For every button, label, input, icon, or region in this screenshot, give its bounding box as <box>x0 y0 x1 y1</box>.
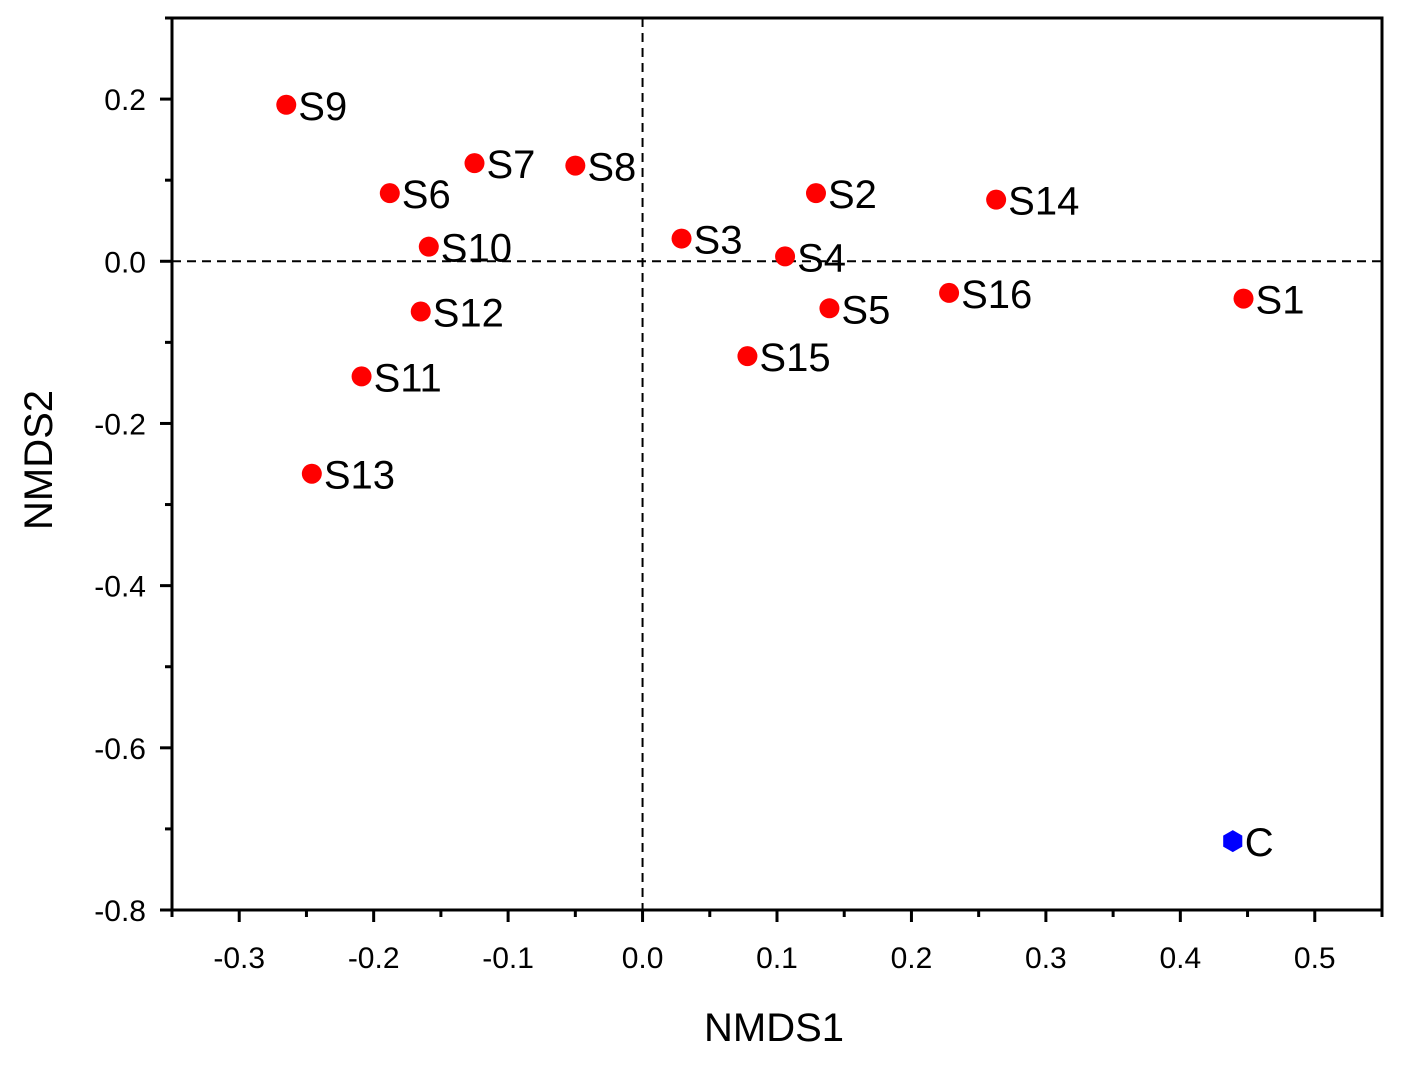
point-marker-S15 <box>737 346 758 367</box>
point-label-S6: S6 <box>402 173 451 217</box>
point-label-S5: S5 <box>841 288 890 332</box>
point-marker-S9 <box>276 94 297 115</box>
point-marker-S13 <box>301 463 322 484</box>
x-axis-title: NMDS1 <box>704 1006 844 1050</box>
point-label-S14: S14 <box>1008 180 1079 224</box>
point-marker-S11 <box>351 366 372 387</box>
point-label-S3: S3 <box>694 219 743 263</box>
x-tick-label: -0.2 <box>348 942 400 975</box>
point-label-S12: S12 <box>433 292 504 336</box>
point-label-S4: S4 <box>797 236 846 280</box>
point-label-S10: S10 <box>441 227 512 271</box>
x-tick-label: 0.2 <box>891 942 933 975</box>
point-marker-S6 <box>379 183 400 204</box>
point-marker-C <box>1223 830 1243 853</box>
point-marker-S7 <box>464 153 485 174</box>
axes: -0.3 -0.2 -0.1 0.0 0.1 0.2 0.3 0.4 0.5 0.2 0.0 -0.2… <box>94 16 1384 975</box>
data-points: S1 S2 S3 S4 S5 S6 S7 S8 S9 S10 S11 S12 S13 S14 S15 S16 C <box>276 85 1304 865</box>
y-tick-label: -0.2 <box>94 408 146 441</box>
point-marker-S5 <box>819 298 840 319</box>
point-marker-S1 <box>1233 288 1254 309</box>
point-label-S16: S16 <box>961 273 1032 317</box>
point-label-S8: S8 <box>587 146 636 190</box>
y-tick-label: 0.2 <box>104 84 146 117</box>
point-marker-S14 <box>986 189 1007 210</box>
point-label-S1: S1 <box>1256 279 1305 323</box>
y-tick-label: 0.0 <box>104 246 146 279</box>
point-marker-S10 <box>418 236 439 257</box>
point-label-S11: S11 <box>374 356 442 400</box>
x-tick-label: 0.5 <box>1294 942 1336 975</box>
x-tick-label: 0.3 <box>1025 942 1067 975</box>
point-marker-S4 <box>775 246 796 267</box>
point-label-S2: S2 <box>828 173 877 217</box>
x-tick-label: 0.1 <box>756 942 798 975</box>
y-tick-label: -0.8 <box>94 895 146 928</box>
point-marker-S3 <box>671 228 692 249</box>
x-tick-label: -0.3 <box>213 942 265 975</box>
point-marker-S12 <box>410 301 431 322</box>
point-marker-S16 <box>939 282 960 303</box>
point-marker-S8 <box>565 155 586 176</box>
point-label-S13: S13 <box>324 454 395 498</box>
y-tick-label: -0.6 <box>94 733 146 766</box>
x-tick-label: 0.4 <box>1159 942 1201 975</box>
x-tick-label: 0.0 <box>622 942 664 975</box>
point-label-S9: S9 <box>298 85 347 129</box>
point-label-S7: S7 <box>487 143 536 187</box>
point-label-S15: S15 <box>759 336 830 380</box>
y-tick-label: -0.4 <box>94 571 146 604</box>
x-tick-label: -0.1 <box>482 942 534 975</box>
y-axis-title: NMDS2 <box>17 390 61 530</box>
point-marker-S2 <box>805 183 826 204</box>
point-label-C: C <box>1245 821 1274 865</box>
